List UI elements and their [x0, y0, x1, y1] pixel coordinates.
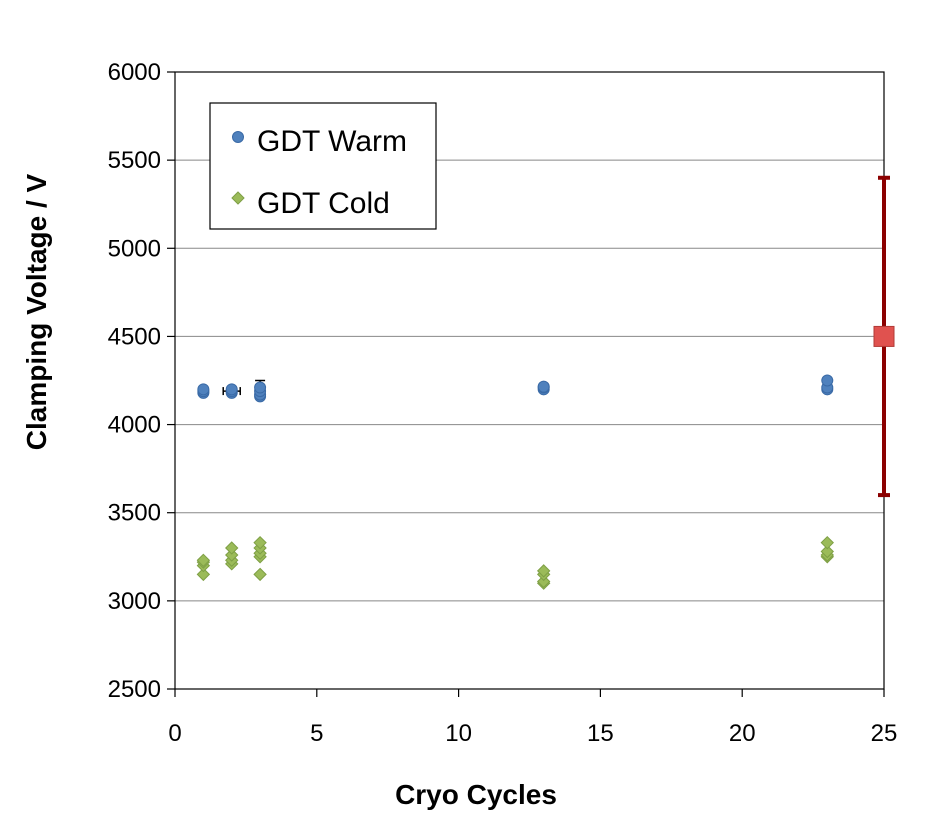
y-axis-title: Clamping Voltage / V [21, 173, 52, 450]
y-tick-label: 2500 [108, 676, 161, 703]
legend-label-warm: GDT Warm [257, 125, 407, 158]
x-tick-label: 20 [729, 720, 756, 747]
x-tick-label: 25 [871, 720, 898, 747]
gdt-cold-point [820, 544, 834, 559]
x-tick-label: 15 [587, 720, 614, 747]
gdt-warm-point [254, 381, 267, 394]
x-axis-title: Cryo Cycles [395, 779, 557, 810]
reference-point [873, 325, 895, 347]
legend-box [209, 102, 437, 230]
x-tick-label: 0 [168, 720, 181, 747]
data-points [196, 374, 834, 590]
y-tick-label: 4500 [108, 323, 161, 350]
gdt-cold-point [196, 553, 211, 568]
gdt-warm-point [821, 374, 834, 387]
reference-range [873, 175, 895, 498]
gdt-cold-point [536, 564, 551, 578]
legend-label-cold: GDT Cold [257, 187, 390, 220]
y-tick-label: 3500 [108, 500, 161, 527]
gdt-cold-point [196, 567, 211, 582]
gdt-warm-point [197, 383, 210, 396]
axis-ticks: 2500 3000 3500 4000 4500 5000 5500 6000 0 5 10 15 20… [108, 59, 898, 747]
gdt-cold-point [225, 541, 239, 555]
x-tick-label: 5 [310, 720, 323, 747]
gdt-cold-point [820, 535, 834, 550]
legend-marker-cold [231, 191, 245, 205]
y-tick-label: 3000 [108, 588, 161, 615]
gdt-warm-point [537, 380, 550, 393]
y-tick-label: 4000 [108, 412, 161, 439]
y-tick-label: 5500 [108, 147, 161, 174]
legend: GDT Warm GDT Cold [209, 102, 437, 230]
y-tick-label: 6000 [108, 59, 161, 86]
x-tick-label: 10 [445, 720, 472, 747]
gdt-warm-point [225, 383, 238, 396]
y-tick-label: 5000 [108, 235, 161, 262]
gdt-cold-point [536, 574, 551, 589]
gdt-cold-point [253, 535, 267, 550]
gdt-cold-point [253, 567, 267, 582]
gdt-cold-point [225, 548, 239, 562]
legend-marker-warm [232, 131, 244, 143]
